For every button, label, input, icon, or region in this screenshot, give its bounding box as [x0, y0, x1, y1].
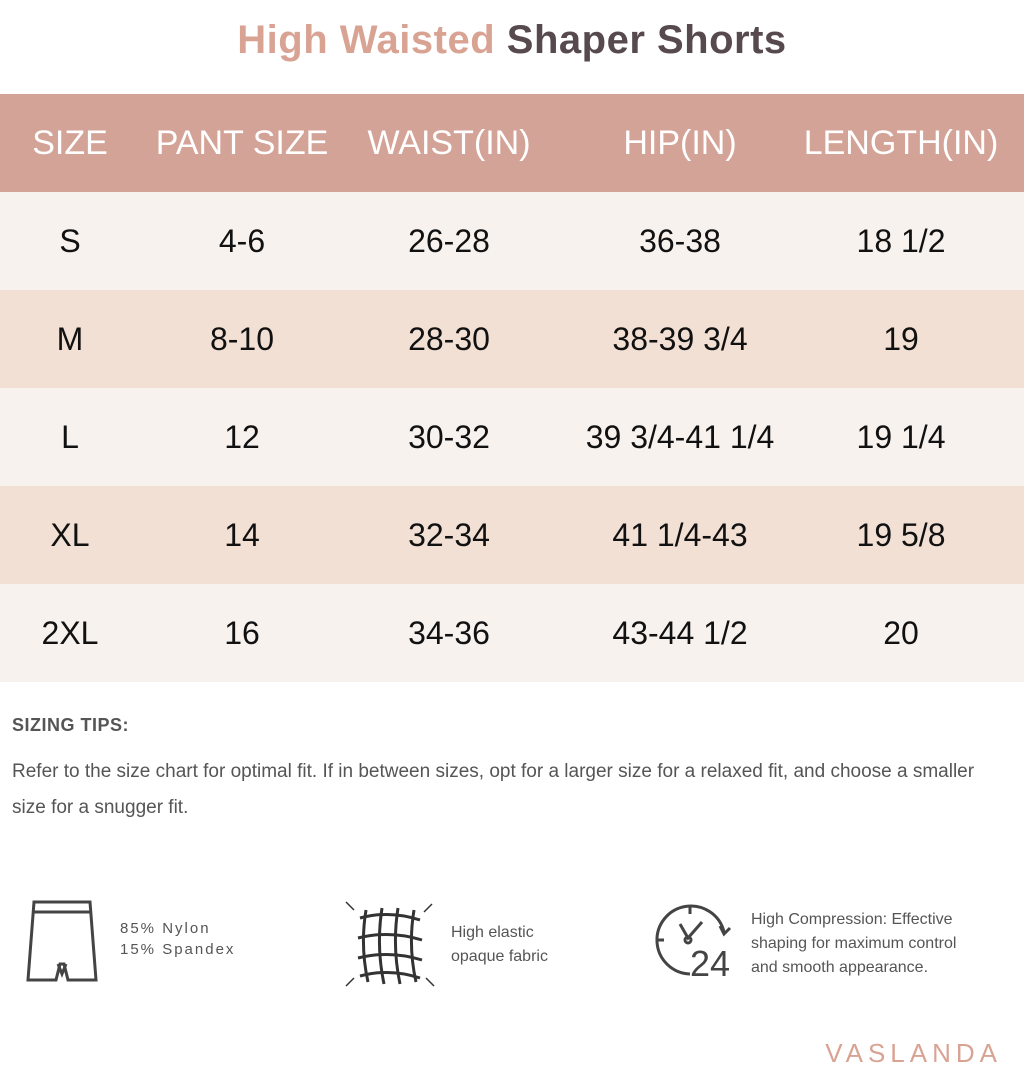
tips-text: Refer to the size chart for optimal fit.…	[12, 761, 975, 818]
table-cell: 8-10	[209, 321, 275, 357]
stretch-fabric-icon	[345, 901, 435, 987]
table-cell: 43-44 1/2	[612, 615, 748, 651]
table-cell: 26-28	[408, 223, 490, 259]
feature-compression: High Compression: Effective shaping for m…	[751, 911, 957, 976]
table-cell: XL	[50, 517, 90, 553]
table-cell: M	[56, 321, 84, 357]
table-cell: 4-6	[218, 223, 266, 259]
table-cell: 16	[224, 615, 260, 651]
table-cell: 36-38	[639, 223, 721, 259]
clock-24-icon: 24	[655, 904, 732, 982]
table-cell: 2XL	[41, 615, 99, 651]
table-row: 2XL 16 34-36 43-44 1/2 20	[0, 584, 1024, 682]
table-row: L 12 30-32 39 3/4-41 1/4 19 1/4	[0, 388, 1024, 486]
table-cell: 28-30	[408, 321, 490, 357]
table-cell: 14	[224, 517, 260, 553]
table-cell: 19 1/4	[856, 419, 946, 455]
header-cell: LENGTH(IN)	[803, 124, 999, 162]
table-cell: 34-36	[408, 615, 490, 651]
table-cell: 39 3/4-41 1/4	[585, 419, 775, 455]
brand-logo: VASLANDA	[825, 1038, 1002, 1068]
feature-fabric: High elastic opaque fabric	[451, 924, 548, 965]
header-cell: HIP(IN)	[623, 124, 737, 162]
header-cell: SIZE	[32, 124, 108, 162]
feature-material: 85% Nylon 15% Spandex	[120, 920, 236, 958]
table-cell: 12	[224, 419, 260, 455]
table-cell: 41 1/4-43	[612, 517, 748, 553]
table-cell: 19	[883, 321, 919, 357]
page-title: High Waisted Shaper Shorts	[237, 18, 787, 62]
header-cell: PANT SIZE	[155, 124, 329, 162]
table-cell: 19 5/8	[856, 517, 946, 553]
table-cell: 38-39 3/4	[612, 321, 748, 357]
table-row: M 8-10 28-30 38-39 3/4 19	[0, 290, 1024, 388]
header-cell: WAIST(IN)	[367, 124, 531, 162]
shorts-icon	[26, 900, 98, 982]
table-cell: L	[61, 419, 79, 455]
table-cell: 32-34	[408, 517, 490, 553]
table-cell: 20	[883, 615, 919, 651]
table-cell: S	[59, 223, 81, 259]
tips-heading: SIZING TIPS:	[12, 715, 130, 735]
svg-text:24: 24	[690, 943, 730, 982]
table-cell: 30-32	[408, 419, 490, 455]
table-cell: 18 1/2	[856, 223, 946, 259]
table-row: XL 14 32-34 41 1/4-43 19 5/8	[0, 486, 1024, 584]
table-header: SIZE PANT SIZE WAIST(IN) HIP(IN) LENGTH(…	[0, 94, 1024, 192]
table-row: S 4-6 26-28 36-38 18 1/2	[0, 192, 1024, 290]
